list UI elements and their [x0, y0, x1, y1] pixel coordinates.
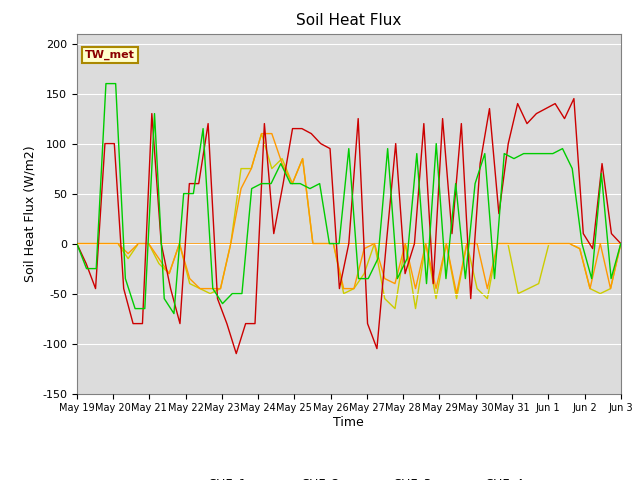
Text: TW_met: TW_met	[85, 50, 135, 60]
Y-axis label: Soil Heat Flux (W/m2): Soil Heat Flux (W/m2)	[24, 145, 36, 282]
X-axis label: Time: Time	[333, 416, 364, 429]
Legend: SHF_1, SHF_2, SHF_3, SHF_4: SHF_1, SHF_2, SHF_3, SHF_4	[168, 472, 529, 480]
Title: Soil Heat Flux: Soil Heat Flux	[296, 13, 401, 28]
